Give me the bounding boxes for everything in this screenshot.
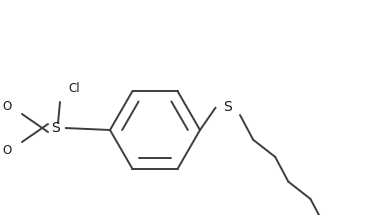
Text: O: O	[3, 143, 12, 157]
Text: O: O	[3, 100, 12, 112]
Text: S: S	[51, 121, 59, 135]
Text: Cl: Cl	[68, 81, 80, 95]
Text: S: S	[224, 100, 232, 114]
